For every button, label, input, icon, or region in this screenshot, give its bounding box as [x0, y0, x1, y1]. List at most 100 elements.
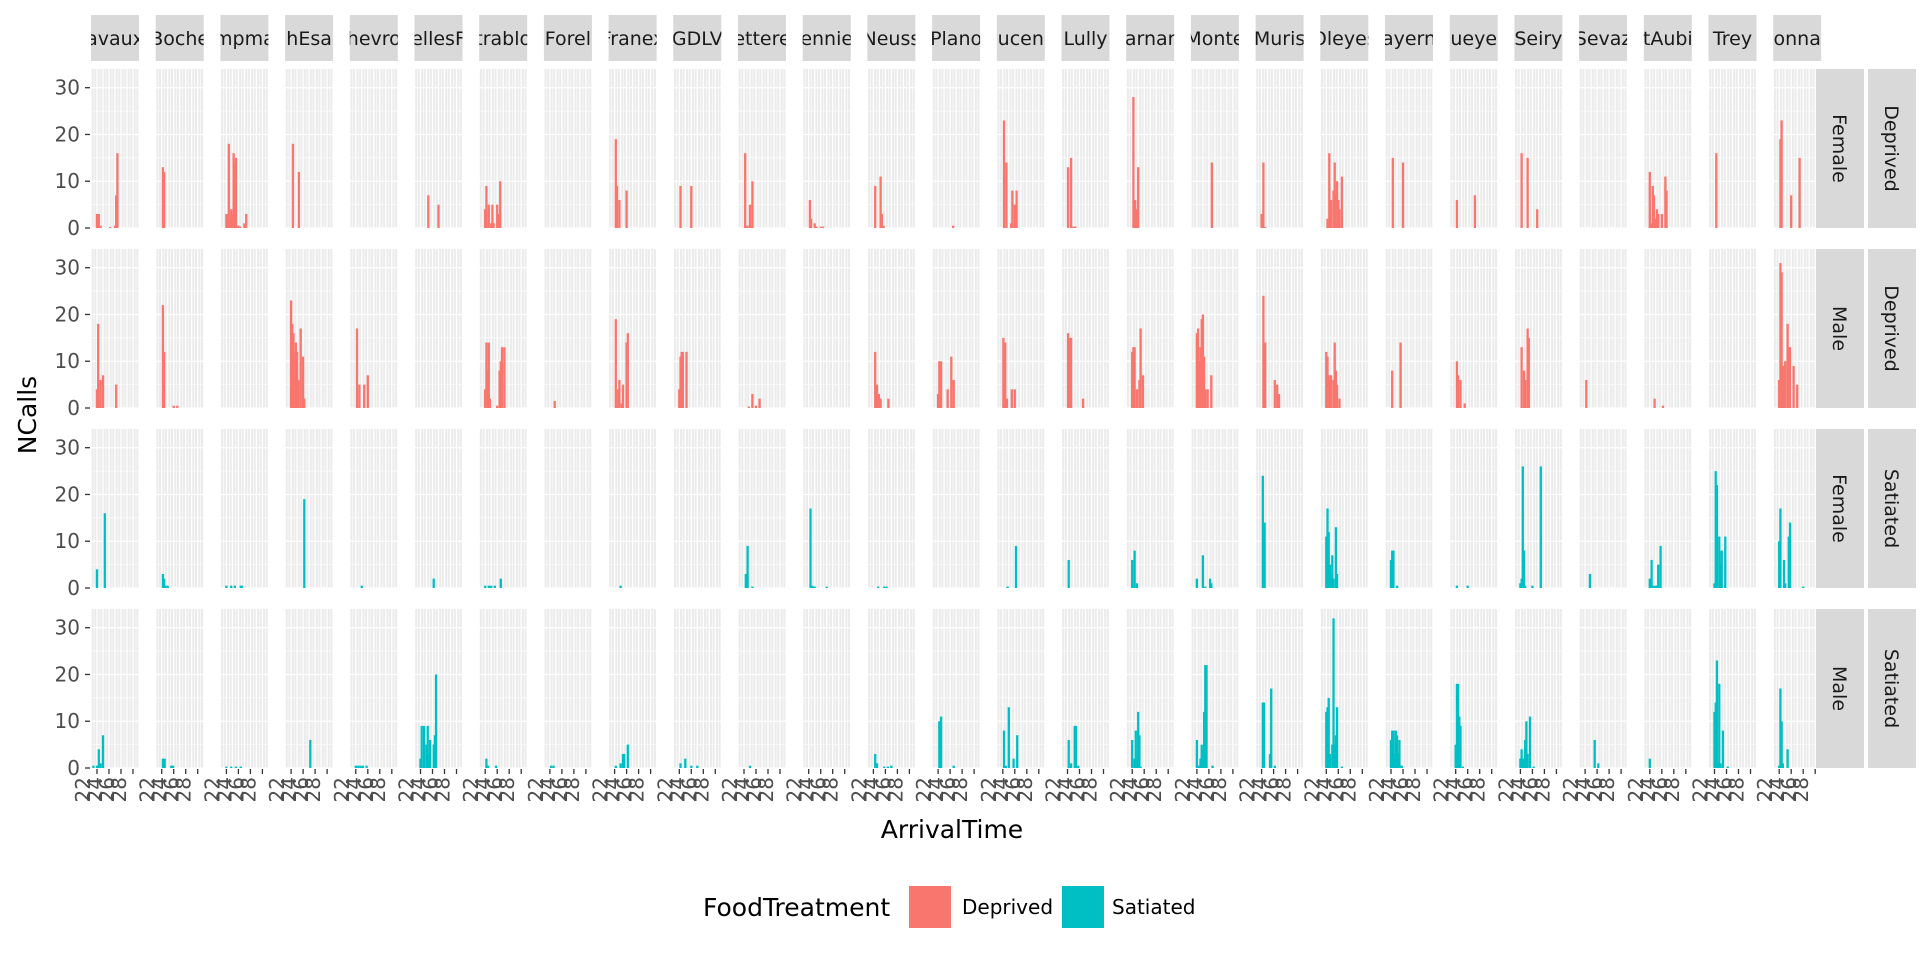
- column-strip-label: ettere: [733, 28, 790, 50]
- x-tick-label: 26: [1777, 777, 1801, 802]
- bar: [1788, 522, 1792, 588]
- x-tick-label: 28: [1078, 777, 1102, 802]
- bar: [1664, 176, 1667, 228]
- bar: [1334, 735, 1338, 768]
- x-tick-label: 26: [160, 777, 184, 802]
- bar: [294, 342, 298, 408]
- x-tick-label: 22: [847, 777, 871, 802]
- facet-panel: [413, 249, 464, 409]
- bar: [1524, 379, 1527, 408]
- bar: [1651, 185, 1654, 228]
- bar: [553, 400, 556, 408]
- x-tick-label: 24: [471, 777, 495, 802]
- column-strip: Trey: [1708, 15, 1757, 61]
- bar: [1007, 707, 1010, 768]
- bar: [1395, 735, 1399, 768]
- bar: [874, 753, 877, 768]
- bar: [1466, 585, 1469, 588]
- bar: [952, 379, 955, 408]
- bar: [493, 585, 496, 588]
- bar: [425, 744, 428, 768]
- column-strip-label: ueye: [1450, 28, 1497, 50]
- x-tick-label: 28: [883, 777, 907, 802]
- bar: [1536, 209, 1539, 228]
- column-strip: Sevaz: [1579, 15, 1628, 61]
- bar: [614, 319, 617, 408]
- bar: [226, 213, 229, 228]
- bar: [1337, 199, 1340, 228]
- facet-panel: [155, 429, 205, 589]
- bar: [746, 225, 749, 228]
- bar: [751, 586, 754, 588]
- bar: [1648, 578, 1651, 588]
- x-tick-label: 26: [1389, 777, 1413, 802]
- bar: [490, 585, 493, 588]
- bar: [1459, 725, 1462, 768]
- bar: [939, 716, 943, 768]
- facet-panel: [1125, 609, 1175, 769]
- column-strip: Boche: [155, 15, 204, 61]
- bar: [618, 199, 621, 228]
- x-tick-label: 26: [1713, 777, 1737, 802]
- bar: [484, 585, 487, 588]
- bar: [101, 735, 105, 768]
- row-strip-sex-label: Female: [1828, 114, 1850, 183]
- bar: [1784, 583, 1787, 588]
- column-strip: Plano: [932, 15, 981, 61]
- bar: [549, 765, 553, 768]
- x-tick-label: 24: [1571, 777, 1595, 802]
- bar: [1338, 398, 1341, 408]
- facet-panel: [543, 249, 593, 409]
- facet-panel: [1384, 249, 1434, 409]
- bar: [1792, 365, 1795, 408]
- x-tick-label: 22: [1171, 777, 1195, 802]
- bar: [98, 398, 101, 408]
- bar: [227, 143, 230, 228]
- column-strip: avaux: [91, 15, 139, 61]
- bar: [1334, 527, 1338, 588]
- bar: [230, 585, 233, 588]
- x-tick-label: 26: [483, 777, 507, 802]
- bar: [1068, 337, 1072, 408]
- x-tick-label: 26: [613, 777, 637, 802]
- bar: [422, 725, 426, 768]
- bar: [1778, 541, 1781, 588]
- facet-panel: [219, 609, 270, 769]
- column-strip: Seiry: [1514, 15, 1563, 61]
- bar: [1325, 536, 1328, 588]
- bar: [1724, 536, 1727, 588]
- bar: [437, 204, 440, 228]
- bar: [115, 195, 118, 228]
- bar: [1782, 365, 1786, 408]
- bar: [1650, 559, 1653, 588]
- bar: [1005, 398, 1009, 408]
- bar: [1208, 578, 1212, 588]
- bar: [1329, 375, 1333, 408]
- bar: [1262, 295, 1265, 408]
- bar: [1014, 545, 1018, 588]
- bar: [240, 585, 244, 588]
- bar: [1796, 384, 1799, 408]
- bar: [1660, 213, 1663, 228]
- bar: [1473, 195, 1477, 228]
- bar: [1326, 218, 1329, 228]
- x-tick-label: 24: [1701, 777, 1725, 802]
- column-strip-label: Neuss: [863, 28, 921, 50]
- bar: [620, 403, 623, 408]
- x-tick-label: 26: [1195, 777, 1219, 802]
- facet-panels: [90, 69, 1822, 769]
- bar: [1718, 536, 1721, 588]
- bar: [1002, 120, 1006, 228]
- column-strip-label: ayern: [1382, 28, 1436, 50]
- y-tick-label: 0: [67, 396, 80, 420]
- bar: [1455, 585, 1459, 588]
- bar: [1463, 403, 1466, 408]
- column-strip: ucen: [996, 15, 1045, 61]
- bar: [500, 347, 504, 408]
- bar: [366, 375, 369, 408]
- column-strip: mpma: [220, 15, 269, 61]
- x-tick-label: 28: [1272, 777, 1296, 802]
- row-strip-sex-label: Female: [1828, 474, 1850, 543]
- bar: [233, 585, 236, 588]
